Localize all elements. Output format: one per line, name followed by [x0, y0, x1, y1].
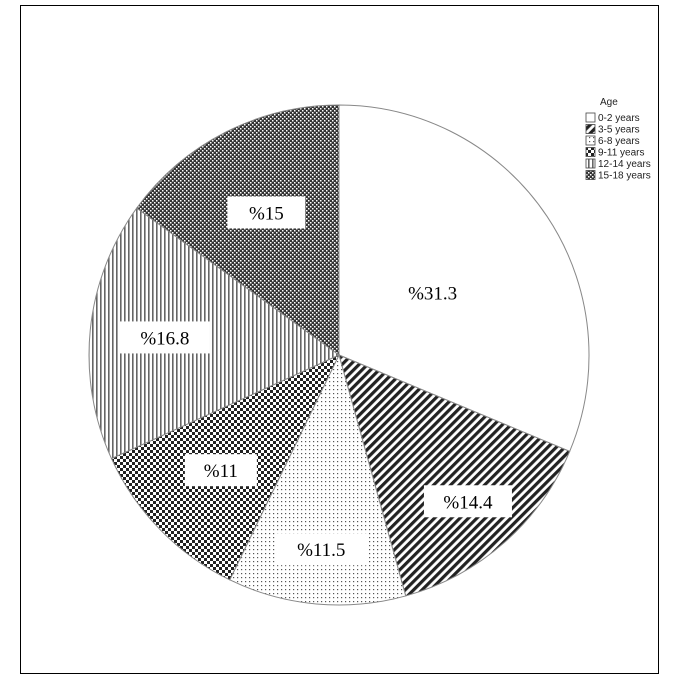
data-label-3-5-years: %14.4	[423, 485, 512, 518]
data-label-box	[275, 533, 368, 566]
pie-slice-15-18-years	[136, 104, 340, 356]
data-label-0-2-years: %31.3	[389, 276, 476, 309]
chart-frame	[20, 5, 659, 674]
data-label-text: %14.4	[443, 492, 493, 513]
data-label-text: %11	[204, 461, 238, 482]
pie-slice-12-14-years	[88, 207, 340, 460]
legend-item-9-11-years: 9-11 years	[585, 147, 645, 159]
data-label-box	[184, 454, 257, 487]
data-label-box	[119, 321, 210, 354]
legend-swatch	[585, 135, 596, 146]
legend-label: 15-18 years	[598, 171, 651, 182]
legend-item-0-2-years: 0-2 years	[585, 112, 640, 124]
data-label-15-18-years: %15	[227, 196, 306, 229]
data-label-text: %15	[249, 203, 284, 224]
data-label-9-11-years: %11	[184, 454, 257, 487]
legend-item-3-5-years: 3-5 years	[585, 124, 640, 136]
pie-slice-3-5-years	[338, 354, 571, 597]
legend-swatch	[585, 112, 596, 123]
legend-label: 12-14 years	[598, 159, 651, 170]
data-label-box	[389, 276, 476, 309]
data-label-box	[227, 196, 306, 229]
pie-data-labels: %31.3 %14.4 %11.5 %11 %16.8 %15	[119, 196, 512, 566]
data-label-text: %11.5	[297, 540, 345, 561]
legend-item-6-8-years: 6-8 years	[585, 135, 640, 147]
data-label-6-8-years: %11.5	[275, 533, 368, 566]
legend-label: 3-5 years	[598, 125, 640, 136]
legend-label: 9-11 years	[598, 148, 645, 159]
legend-label: 6-8 years	[598, 136, 640, 147]
legend-swatch	[585, 124, 596, 134]
data-label-box	[423, 485, 512, 518]
legend-item-12-14-years: 12-14 years	[585, 158, 651, 170]
legend-item-15-18-years: 15-18 years	[585, 170, 651, 182]
pie-slices	[88, 104, 590, 606]
data-label-12-14-years: %16.8	[119, 321, 210, 354]
legend-swatch	[585, 170, 596, 180]
legend-swatch	[585, 158, 596, 169]
data-label-text: %31.3	[408, 284, 457, 305]
legend-swatch	[585, 147, 596, 157]
legend-title: Age	[600, 97, 618, 108]
legend-label: 0-2 years	[598, 113, 640, 124]
data-label-text: %16.8	[140, 328, 189, 349]
